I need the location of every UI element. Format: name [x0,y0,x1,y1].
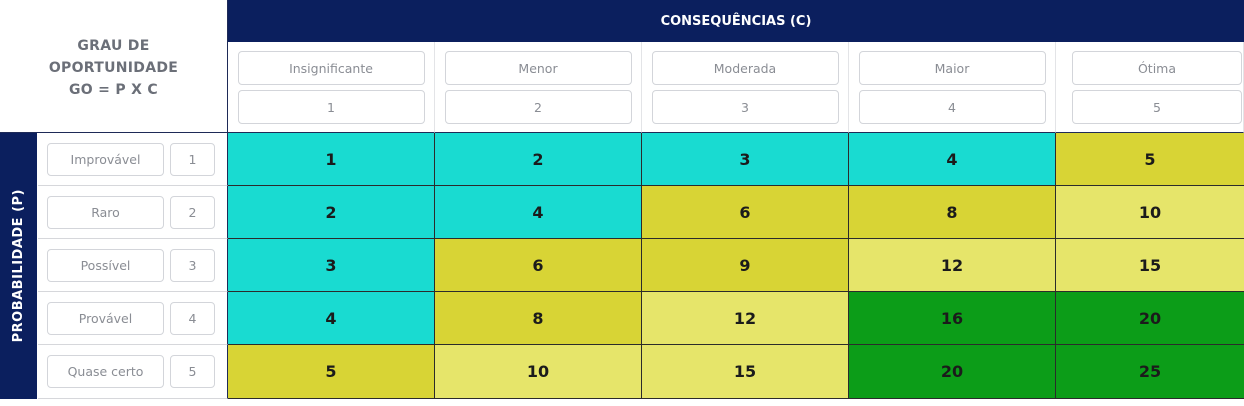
title-line-2: OPORTUNIDADE [48,60,179,76]
probability-value: 1 [170,142,215,176]
matrix-cell: 2 [228,186,435,239]
consequences-header: CONSEQUÊNCIAS (C) [228,0,1244,42]
consequence-label: Insignificante [237,51,425,85]
matrix-cell: 4 [228,292,435,345]
matrix-cell: 5 [1056,133,1244,186]
consequence-value: 2 [444,90,632,124]
matrix-cell: 6 [435,239,642,292]
matrix-cell: 5 [228,345,435,399]
matrix-cell: 4 [849,133,1056,186]
consequence-value: 1 [237,90,425,124]
matrix-cell: 25 [1056,345,1244,399]
consequence-value: 4 [858,90,1046,124]
probability-header-label: PROBABILIDADE (P) [11,189,26,343]
probability-value: 5 [170,355,215,388]
matrix-cell: 3 [642,133,849,186]
matrix-cell: 9 [642,239,849,292]
probability-label: Possível [47,248,164,282]
consequence-label: Maior [858,51,1046,85]
consequence-column-5: Ótima 5 [1056,42,1244,133]
matrix-cell: 20 [849,345,1056,399]
probability-label: Improvável [47,142,164,176]
consequence-column-1: Insignificante 1 [228,42,435,133]
probability-value: 3 [170,248,215,282]
matrix-cell: 8 [435,292,642,345]
matrix-cell: 12 [642,292,849,345]
matrix-cell: 20 [1056,292,1244,345]
probability-label: Quase certo [47,355,164,388]
probability-row-1: Improvável 1 [38,133,228,186]
matrix-cell: 4 [435,186,642,239]
matrix-cell: 8 [849,186,1056,239]
consequence-column-4: Maior 4 [849,42,1056,133]
probability-value: 2 [170,195,215,229]
consequence-value: 3 [651,90,839,124]
matrix-cell: 3 [228,239,435,292]
consequence-label: Menor [444,51,632,85]
probability-row-5: Quase certo 5 [38,345,228,399]
consequence-label: Moderada [651,51,839,85]
consequence-label: Ótima [1072,51,1242,85]
title-line-3: GO = P X C [69,82,158,98]
matrix-cell: 10 [435,345,642,399]
consequence-column-2: Menor 2 [435,42,642,133]
matrix-cell: 15 [642,345,849,399]
matrix-cell: 1 [228,133,435,186]
matrix-cell: 6 [642,186,849,239]
probability-row-2: Raro 2 [38,186,228,239]
probability-header: PROBABILIDADE (P) [0,133,38,399]
probability-value: 4 [170,301,215,335]
matrix-cell: 2 [435,133,642,186]
probability-row-3: Possível 3 [38,239,228,292]
matrix-cell: 16 [849,292,1056,345]
consequence-value: 5 [1072,90,1242,124]
probability-label: Provável [47,301,164,335]
matrix-cell: 15 [1056,239,1244,292]
matrix-cell: 10 [1056,186,1244,239]
probability-label: Raro [47,195,164,229]
matrix-title: GRAU DE OPORTUNIDADE GO = P X C [0,0,228,133]
matrix-cell: 12 [849,239,1056,292]
title-line-1: GRAU DE [77,38,150,54]
consequence-column-3: Moderada 3 [642,42,849,133]
probability-row-4: Provável 4 [38,292,228,345]
